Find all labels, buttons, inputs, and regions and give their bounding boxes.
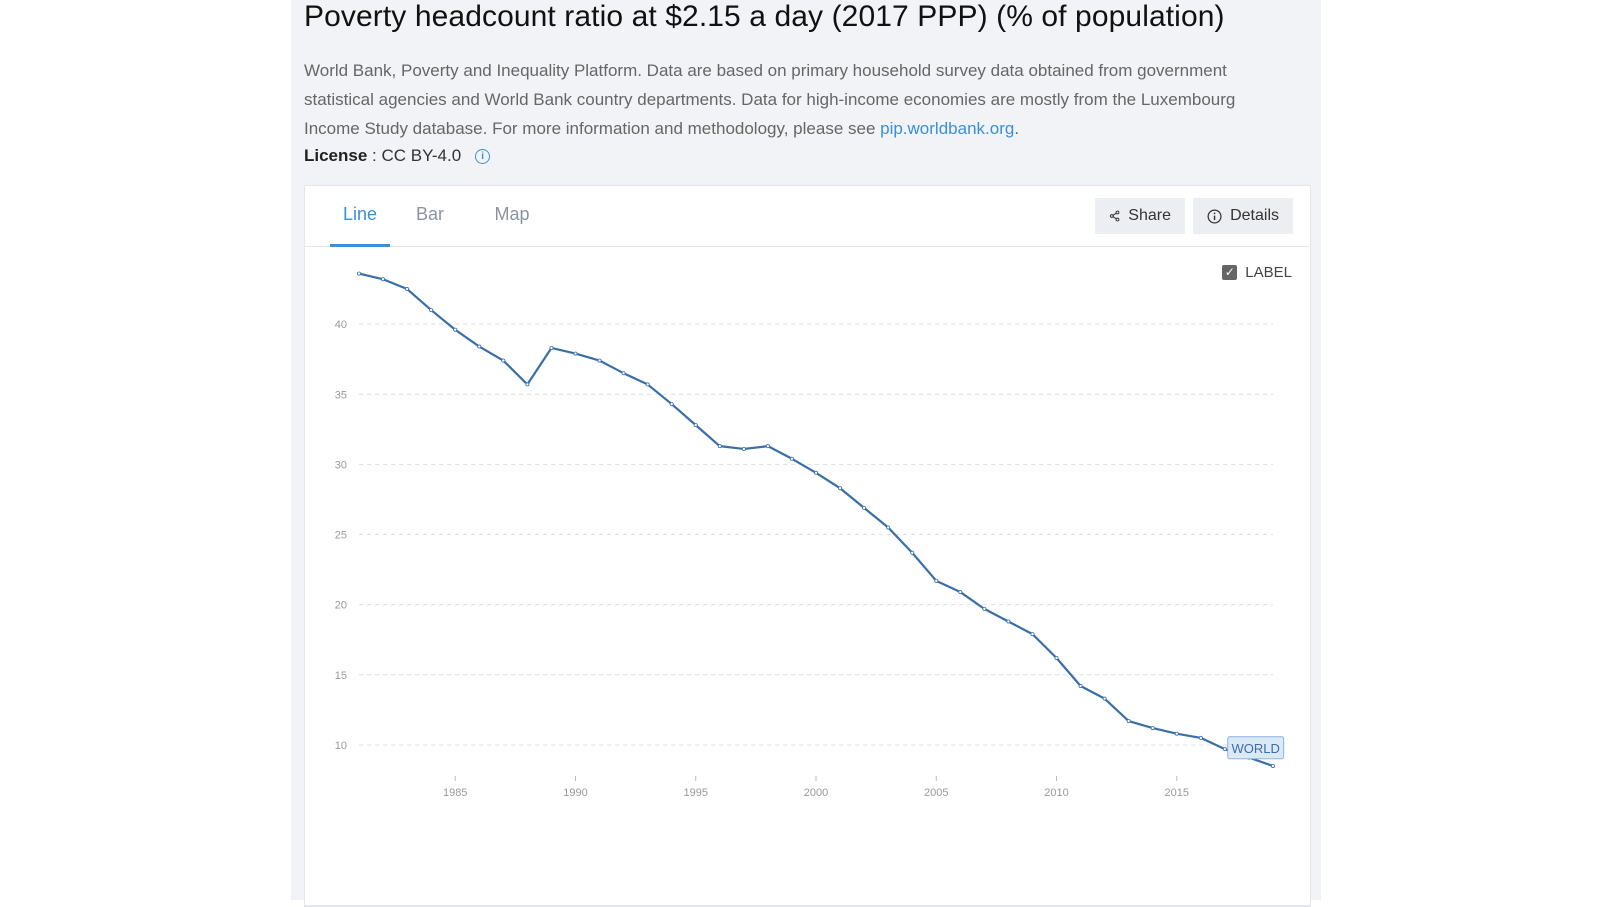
data-point[interactable]	[958, 590, 963, 595]
data-point[interactable]	[1006, 619, 1011, 624]
data-point[interactable]	[525, 382, 530, 387]
x-tick-label: 2010	[1044, 787, 1068, 799]
data-point[interactable]	[717, 444, 722, 449]
content-area: Poverty headcount ratio at $2.15 a day (…	[291, 0, 1321, 907]
y-tick-label: 30	[335, 459, 347, 471]
data-point[interactable]	[597, 358, 602, 363]
info-icon	[1207, 208, 1222, 224]
description-text: World Bank, Poverty and Inequality Platf…	[304, 61, 1236, 138]
y-tick-label: 10	[335, 740, 347, 752]
series-line-world[interactable]	[358, 272, 1274, 768]
source-link[interactable]: pip.worldbank.org	[880, 119, 1015, 138]
x-tick-label: 1990	[563, 787, 587, 799]
x-tick-label: 2005	[924, 787, 948, 799]
data-point[interactable]	[1174, 731, 1179, 736]
details-label: Details	[1230, 207, 1279, 224]
x-tick-label: 2015	[1165, 787, 1189, 799]
license-row: License : CC BY-4.0 i	[304, 146, 491, 166]
panel-divider	[305, 905, 1310, 906]
data-point[interactable]	[357, 271, 362, 276]
y-tick-label: 20	[335, 600, 347, 612]
description-end: .	[1014, 119, 1020, 138]
data-point[interactable]	[741, 446, 746, 451]
label-checkbox[interactable]: ✓	[1222, 265, 1238, 280]
data-point[interactable]	[862, 505, 867, 510]
legend-label: LABEL	[1245, 264, 1292, 281]
data-point[interactable]	[886, 525, 891, 530]
data-point[interactable]	[645, 382, 650, 387]
data-point[interactable]	[1078, 684, 1083, 689]
data-point[interactable]	[501, 358, 506, 363]
share-icon	[1109, 210, 1120, 222]
data-point[interactable]	[381, 277, 386, 282]
y-tick-label: 25	[335, 530, 347, 542]
data-point[interactable]	[477, 344, 482, 349]
license-label: License	[304, 146, 368, 165]
data-point[interactable]	[429, 308, 434, 313]
share-button[interactable]: Share	[1095, 198, 1185, 234]
data-point[interactable]	[1271, 763, 1276, 768]
tab-map[interactable]: Map	[494, 204, 530, 224]
data-point[interactable]	[621, 371, 626, 376]
chart-legend[interactable]: ✓ LABEL	[1222, 264, 1292, 281]
source-description: World Bank, Poverty and Inequality Platf…	[304, 56, 1274, 143]
tab-bar[interactable]: Bar	[415, 204, 444, 224]
y-tick-label: 40	[335, 319, 347, 331]
data-point[interactable]	[573, 351, 578, 356]
data-point[interactable]	[789, 456, 794, 461]
data-point[interactable]	[1030, 632, 1035, 637]
y-tick-label: 35	[335, 389, 347, 401]
series-end-label-box	[1227, 736, 1285, 760]
data-point[interactable]	[765, 444, 770, 449]
data-point[interactable]	[1126, 719, 1131, 724]
x-tick-label: 1995	[683, 787, 707, 799]
data-point[interactable]	[405, 287, 410, 292]
data-point[interactable]	[549, 345, 554, 350]
details-button[interactable]: Details	[1193, 198, 1293, 234]
data-point[interactable]	[669, 402, 674, 407]
license-separator: :	[367, 146, 382, 165]
x-tick-label: 1985	[443, 787, 467, 799]
data-point[interactable]	[1102, 696, 1107, 701]
data-point[interactable]	[982, 606, 987, 611]
data-point[interactable]	[693, 423, 698, 428]
y-tick-label: 15	[335, 670, 347, 682]
data-point[interactable]	[1222, 747, 1227, 752]
data-point[interactable]	[910, 550, 915, 555]
series-end-label: WORLD	[1232, 741, 1280, 756]
share-label: Share	[1128, 207, 1171, 224]
data-point[interactable]	[934, 578, 939, 583]
chart-tabs: Line Bar Map Share Detail	[305, 186, 1310, 247]
data-point[interactable]	[1150, 726, 1155, 731]
x-tick-label: 2000	[804, 787, 828, 799]
data-point[interactable]	[1054, 655, 1059, 660]
chart-panel: Line Bar Map Share Detail	[304, 185, 1311, 907]
license-info-icon[interactable]: i	[475, 148, 491, 164]
data-point[interactable]	[453, 327, 458, 332]
license-value: CC BY-4.0	[381, 146, 462, 165]
data-point[interactable]	[813, 470, 818, 475]
page-title: Poverty headcount ratio at $2.15 a day (…	[304, 0, 1225, 33]
data-point[interactable]	[1198, 735, 1203, 740]
data-point[interactable]	[838, 486, 843, 491]
line-chart: 10 15 20 25 30 35 40 1985 1990 1995 2000 2005 2010 20…	[335, 271, 1285, 799]
tab-line[interactable]: Line	[330, 186, 390, 247]
